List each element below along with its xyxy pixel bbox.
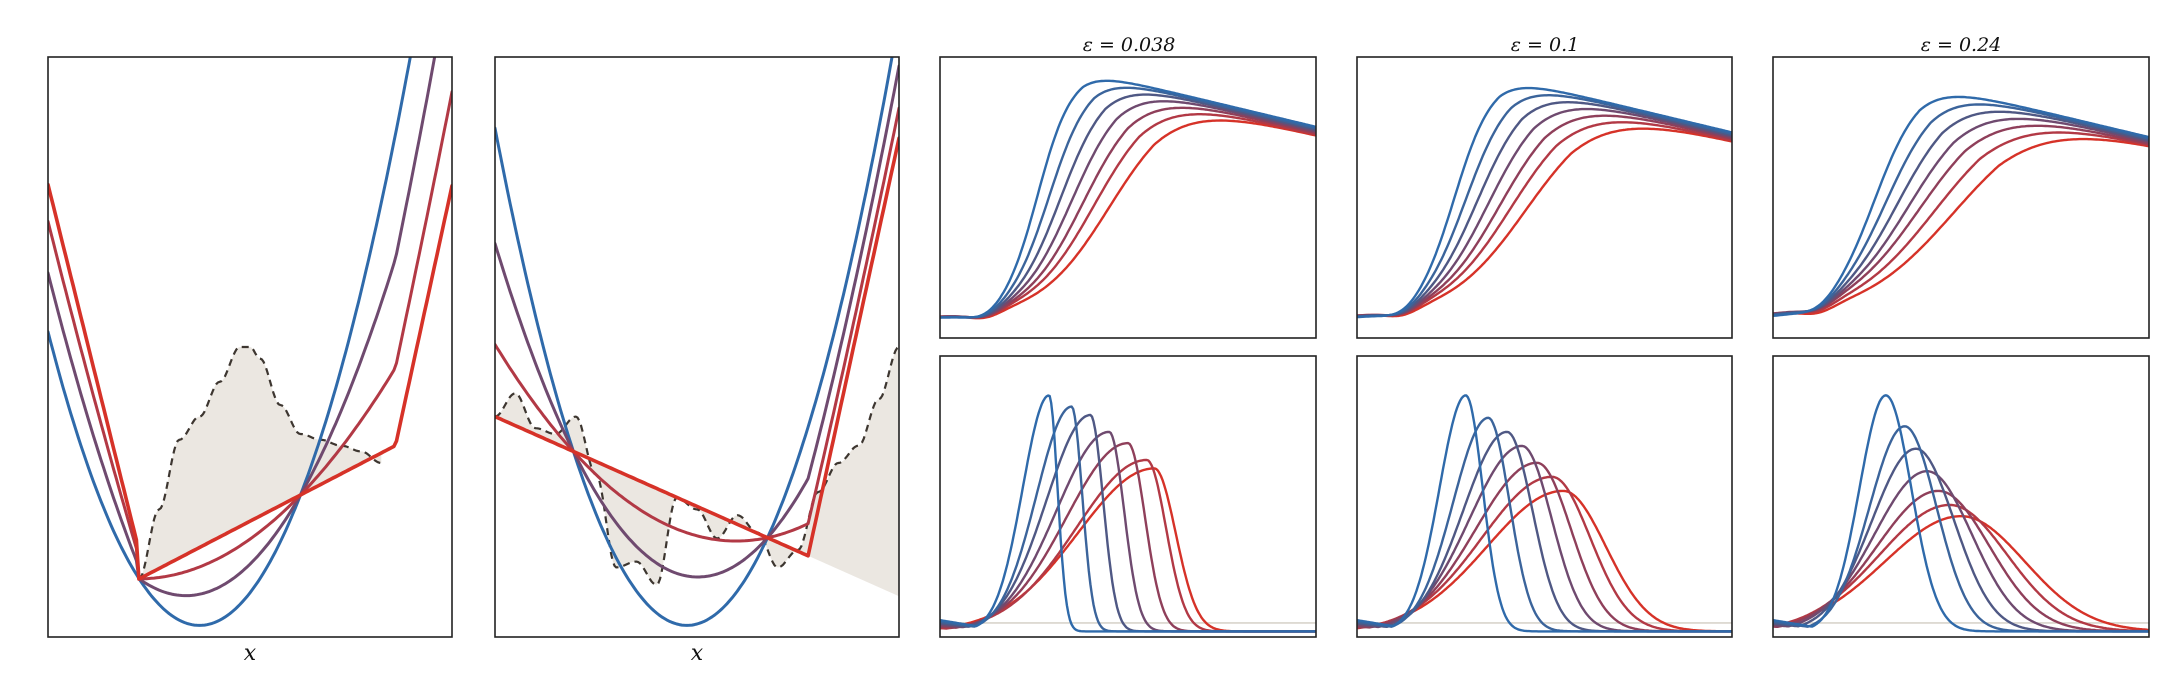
- potential-curve-1: [495, 57, 894, 627]
- target-density-fill: [495, 347, 899, 597]
- panel-frame: [1356, 355, 1733, 638]
- series-curve-7: [1773, 137, 2149, 316]
- series-curve-3: [1773, 110, 2149, 316]
- target-density-dashed-line: [138, 345, 382, 580]
- series-curve-1: [940, 394, 1316, 633]
- panel-eps-01-top: [1356, 56, 1733, 339]
- potential-curve-3: [48, 90, 452, 581]
- potential-curve-4: [495, 136, 899, 558]
- panel-frame: [47, 56, 453, 638]
- series-curve-6: [1773, 131, 2149, 315]
- target-density-fill: [138, 347, 382, 579]
- series-curve-2: [1773, 103, 2149, 317]
- panel-frame: [1772, 355, 2150, 638]
- potential-curve-1: [48, 57, 412, 627]
- series-curve-3: [940, 93, 1316, 319]
- panel-frame: [939, 56, 1317, 339]
- column-title-eps-024: ε = 0.24: [1921, 34, 2002, 56]
- series-curve-2: [940, 86, 1316, 319]
- series-curve-5: [940, 106, 1316, 319]
- panel-frame: [1772, 56, 2150, 339]
- series-curve-1: [1357, 86, 1732, 319]
- panel-frame: [494, 56, 900, 638]
- panel-frame: [1356, 56, 1733, 339]
- panel-potential-2: [494, 56, 900, 638]
- panel-frame: [939, 355, 1317, 638]
- x-axis-label-panel-1: x: [244, 641, 257, 666]
- series-curve-4: [1357, 107, 1732, 318]
- series-curve-1: [940, 79, 1316, 319]
- potential-curve-3: [495, 106, 899, 543]
- panel-eps-024-top: [1772, 56, 2150, 339]
- series-curve-6: [1357, 121, 1732, 317]
- potential-curve-2: [48, 57, 437, 598]
- series-curve-3: [1357, 101, 1732, 318]
- x-axis-label-panel-2: x: [691, 641, 704, 666]
- panel-potential-1: [47, 56, 453, 638]
- series-curve-5: [1773, 124, 2149, 315]
- series-curve-1: [1357, 394, 1732, 633]
- series-curve-5: [1357, 114, 1732, 317]
- panel-eps-038-bottom: [939, 355, 1317, 638]
- potential-curve-4: [48, 182, 452, 581]
- series-curve-1: [1773, 394, 2149, 633]
- series-curve-4: [940, 100, 1316, 319]
- series-curve-7: [1357, 127, 1732, 318]
- column-title-eps-038: ε = 0.038: [1083, 34, 1176, 56]
- series-curve-2: [1357, 94, 1732, 318]
- series-curve-1: [1773, 95, 2149, 317]
- series-curve-4: [1773, 117, 2149, 316]
- series-curve-7: [940, 119, 1316, 320]
- panel-eps-024-bottom: [1772, 355, 2150, 638]
- column-title-eps-01: ε = 0.1: [1511, 34, 1579, 56]
- potential-curve-2: [495, 64, 899, 579]
- panel-eps-01-bottom: [1356, 355, 1733, 638]
- panel-eps-038-top: [939, 56, 1317, 339]
